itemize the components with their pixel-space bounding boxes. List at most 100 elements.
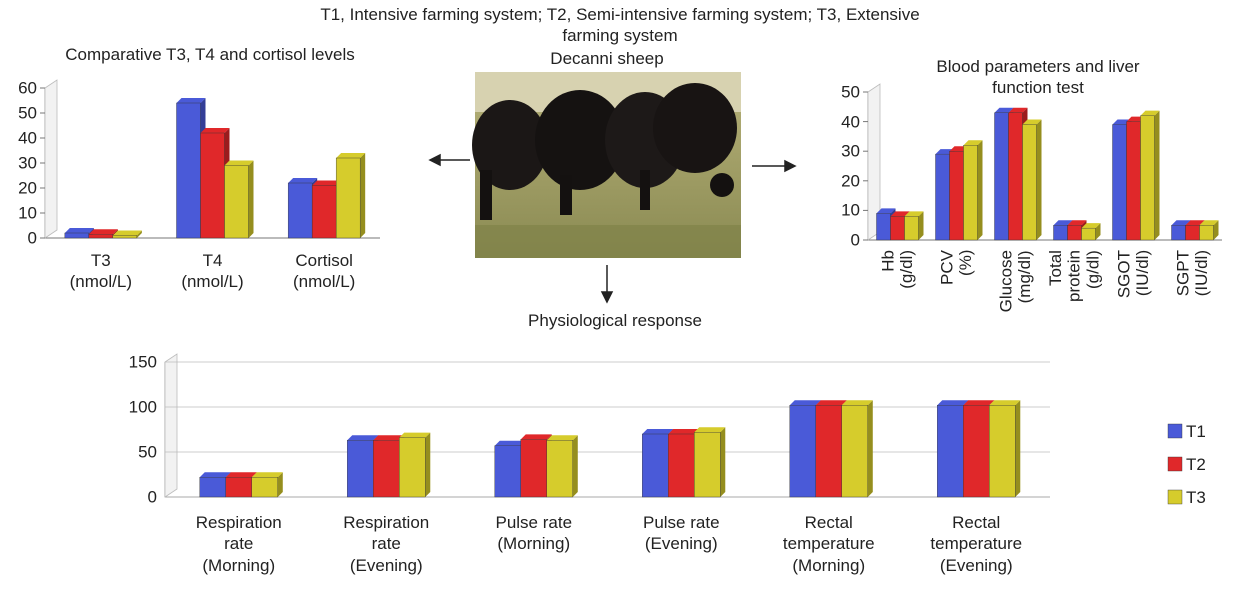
y-tick-label: 20 (841, 170, 860, 191)
bar (177, 103, 201, 238)
bar (1054, 225, 1068, 240)
y-tick-label: 50 (841, 81, 860, 102)
x-tick-label: T3 (nmol/L) (70, 250, 132, 293)
legend-swatch (1168, 424, 1182, 438)
bar (963, 405, 989, 497)
figure: T1, Intensive farming system; T2, Semi-i… (0, 0, 1242, 593)
x-tick-label: PCV (%) (938, 250, 975, 285)
x-tick-label: Cortisol (nmol/L) (293, 250, 355, 293)
photo (472, 72, 741, 258)
y-tick-label: 10 (841, 200, 860, 221)
plot-wall (45, 80, 57, 238)
x-tick-label: Total protein (g/dl) (1046, 250, 1102, 302)
bar (1127, 122, 1141, 240)
bar (226, 477, 252, 497)
x-tick-label: SGPT (IU/dl) (1174, 250, 1211, 296)
photo-label: Decanni sheep (550, 48, 663, 69)
x-tick-label: Respiration rate (Evening) (343, 512, 429, 576)
x-tick-label: Rectal temperature (Evening) (930, 512, 1022, 576)
bar (113, 236, 137, 239)
bar-top (200, 472, 231, 477)
y-tick-label: 30 (18, 152, 37, 173)
x-tick-label: Pulse rate (Evening) (643, 512, 720, 555)
x-tick-label: Glucose (mg/dl) (997, 250, 1034, 312)
y-tick-label: 40 (18, 127, 37, 148)
y-tick-label: 150 (129, 351, 157, 372)
bar (842, 405, 868, 497)
chart-title: Blood parameters and liver function test (936, 56, 1140, 99)
bar-top (842, 400, 873, 405)
bar (373, 440, 399, 497)
bar-shade (573, 435, 578, 497)
x-tick-label: T4 (nmol/L) (181, 250, 243, 293)
section-label: Physiological response (528, 310, 702, 331)
bar (877, 213, 891, 240)
bar (1023, 125, 1037, 240)
bar (642, 434, 668, 497)
x-tick-label: Rectal temperature (Morning) (783, 512, 875, 576)
y-tick-label: 100 (129, 396, 157, 417)
bar (668, 434, 694, 497)
bar (816, 405, 842, 497)
bar-top (288, 178, 317, 183)
bar (694, 432, 720, 497)
bar (937, 405, 963, 497)
bar (950, 151, 964, 240)
bar (200, 477, 226, 497)
legend-label: T3 (1186, 487, 1206, 508)
bar-top (642, 429, 673, 434)
bar (1141, 116, 1155, 240)
y-tick-label: 30 (841, 141, 860, 162)
bar (1009, 113, 1023, 240)
bar-top (547, 435, 578, 440)
bar-top (177, 98, 206, 103)
bar-top (347, 435, 378, 440)
bar (995, 113, 1009, 240)
x-tick-label: Respiration rate (Morning) (196, 512, 282, 576)
legend-label: T2 (1186, 454, 1206, 475)
bar (989, 405, 1015, 497)
bar (65, 233, 89, 238)
bar-top (65, 228, 94, 233)
bar-top (790, 400, 821, 405)
bar-top (201, 128, 230, 133)
y-tick-label: 60 (18, 77, 37, 98)
bar (936, 154, 950, 240)
legend-label: T1 (1186, 421, 1206, 442)
bar-shade (978, 140, 983, 240)
bar (790, 405, 816, 497)
bar-shade (425, 433, 430, 497)
bar-top (252, 472, 283, 477)
bar-top (963, 400, 994, 405)
bar-shade (720, 427, 725, 497)
bar-top (816, 400, 847, 405)
bar (336, 158, 360, 238)
bar-top (399, 433, 430, 438)
bar (547, 440, 573, 497)
x-tick-label: Hb (g/dl) (879, 250, 916, 289)
bar-top (225, 161, 254, 166)
bar (399, 438, 425, 497)
bar-top (113, 231, 142, 236)
bar-shade (249, 161, 254, 239)
bar (1186, 225, 1200, 240)
y-tick-label: 50 (138, 441, 157, 462)
x-tick-label: SGOT (IU/dl) (1115, 250, 1152, 298)
bar-top (521, 434, 552, 439)
bar-shade (1037, 120, 1042, 240)
bar (964, 145, 978, 240)
bar (347, 440, 373, 497)
bar (312, 186, 336, 239)
caption: T1, Intensive farming system; T2, Semi-i… (309, 4, 931, 47)
bar-top (937, 400, 968, 405)
y-tick-label: 0 (28, 227, 37, 248)
bar-shade (1155, 111, 1160, 240)
bar-shade (1015, 400, 1020, 497)
y-tick-label: 0 (851, 229, 860, 250)
bar (89, 234, 113, 238)
bar (521, 439, 547, 497)
x-tick-label: Pulse rate (Morning) (495, 512, 572, 555)
bar-shade (919, 211, 924, 240)
plot-wall (165, 354, 177, 497)
bar (905, 216, 919, 240)
